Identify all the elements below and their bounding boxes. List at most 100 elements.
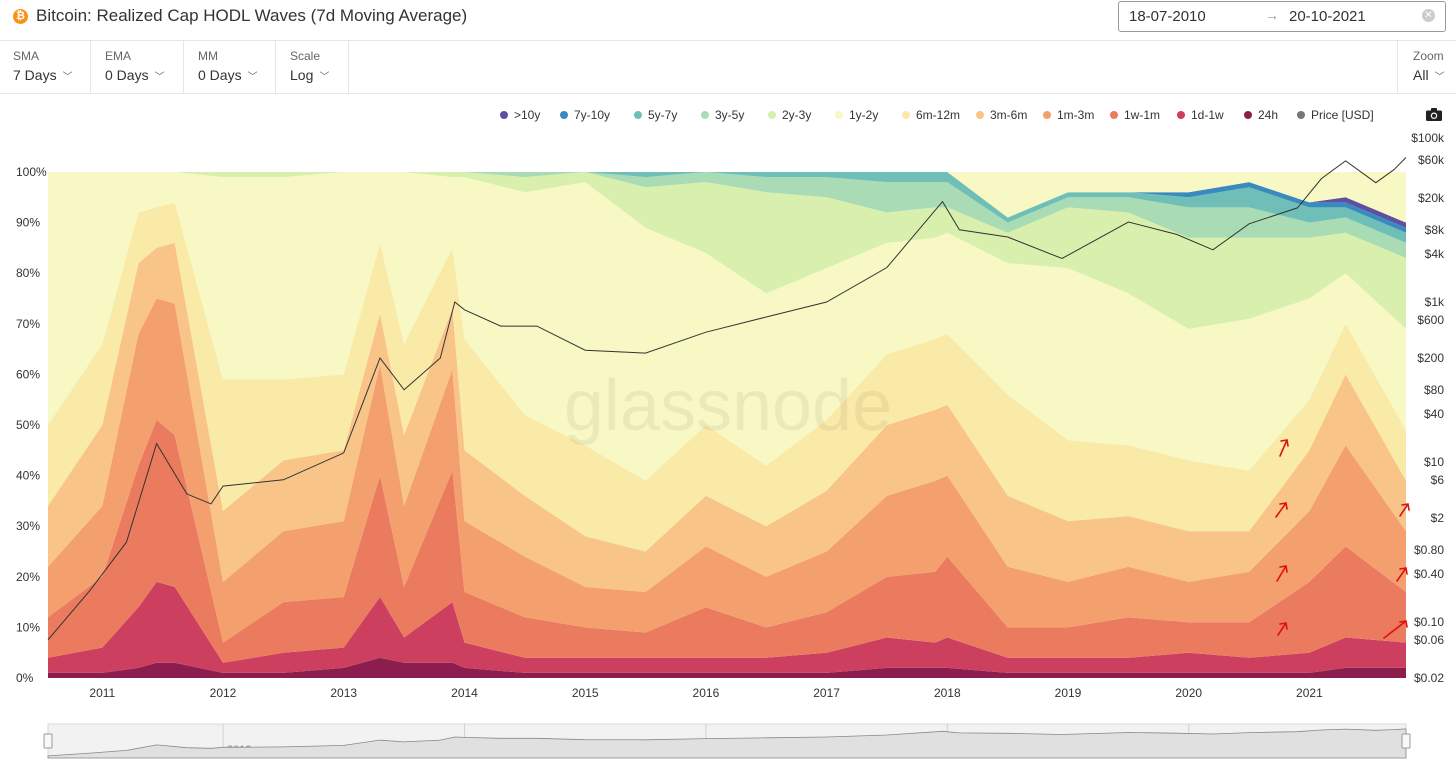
y-right-tick-label: $60k bbox=[1418, 153, 1445, 167]
y-left-tick-label: 10% bbox=[16, 620, 40, 634]
scale-select[interactable]: Scale Log ﹀ bbox=[277, 41, 349, 93]
legend-item[interactable]: 2y-3y bbox=[768, 108, 811, 122]
date-to-input[interactable]: 20-10-2021 bbox=[1289, 8, 1366, 25]
legend-dot-icon bbox=[835, 111, 843, 119]
legend-item[interactable]: 3m-6m bbox=[976, 108, 1027, 122]
y-left-tick-label: 60% bbox=[16, 367, 40, 381]
legend-item[interactable]: 1m-3m bbox=[1043, 108, 1094, 122]
red-arrow-icon bbox=[1396, 567, 1408, 582]
chevron-down-icon: ﹀ bbox=[247, 72, 258, 83]
legend-dot-icon bbox=[976, 111, 984, 119]
range-navigator[interactable]: 20122014201620182020 bbox=[0, 722, 1456, 765]
band-3m6m bbox=[48, 242, 1406, 593]
legend-dot-icon bbox=[1110, 111, 1118, 119]
sma-value: 7 Days bbox=[13, 67, 57, 83]
zoom-label: Zoom bbox=[1413, 49, 1444, 63]
chevron-down-icon: ﹀ bbox=[154, 72, 165, 83]
arrow-right-icon: → bbox=[1265, 7, 1279, 23]
ema-value: 0 Days bbox=[105, 67, 149, 83]
legend-item[interactable]: 1d-1w bbox=[1177, 108, 1224, 122]
x-tick-label: 2015 bbox=[572, 686, 599, 700]
y-right-tick-label: $4k bbox=[1425, 247, 1445, 261]
chevron-down-icon: ﹀ bbox=[319, 72, 330, 83]
sma-select[interactable]: SMA 7 Days ﹀ bbox=[0, 41, 91, 93]
legend-item[interactable]: 24h bbox=[1244, 108, 1278, 122]
price-line bbox=[47, 157, 1407, 641]
chevron-down-icon: ﹀ bbox=[1434, 72, 1445, 83]
y-right-tick-label: $0.80 bbox=[1414, 543, 1444, 557]
x-tick-label: 2020 bbox=[1175, 686, 1202, 700]
legend-label: 1y-2y bbox=[849, 108, 879, 122]
x-tick-label: 2012 bbox=[210, 686, 237, 700]
legend-dot-icon bbox=[560, 111, 568, 119]
camera-icon[interactable] bbox=[1426, 108, 1442, 121]
date-from-input[interactable]: 18-07-2010 bbox=[1129, 8, 1206, 25]
y-right-tick-label: $10 bbox=[1424, 455, 1444, 469]
x-tick-label: 2013 bbox=[330, 686, 357, 700]
legend-item[interactable]: 5y-7y bbox=[634, 108, 677, 122]
legend-label: 7y-10y bbox=[574, 108, 611, 122]
legend-dot-icon bbox=[500, 111, 508, 119]
legend-item[interactable]: 3y-5y bbox=[701, 108, 744, 122]
y-left-tick-label: 100% bbox=[16, 165, 47, 179]
sma-label: SMA bbox=[13, 49, 40, 63]
zoom-select[interactable]: Zoom All ﹀ bbox=[1397, 41, 1456, 93]
ema-select[interactable]: EMA 0 Days ﹀ bbox=[92, 41, 184, 93]
legend-label: 1w-1m bbox=[1124, 108, 1161, 122]
y-right-tick-label: $6 bbox=[1431, 473, 1445, 487]
legend-dot-icon bbox=[1177, 111, 1185, 119]
band-2y3y bbox=[48, 172, 1406, 329]
band-3y5y bbox=[48, 172, 1406, 258]
annotation-arrows bbox=[1275, 439, 1410, 639]
y-right-tick-label: $1k bbox=[1425, 295, 1445, 309]
hodl-waves-chart[interactable]: glassnode 0% 10% 20% 30% 40% 50% 60% 70% 80% 90% 10… bbox=[0, 130, 1456, 715]
area-bands bbox=[48, 172, 1406, 678]
bitcoin-icon: ₿ bbox=[13, 9, 28, 24]
y-right-tick-label: $40 bbox=[1424, 407, 1444, 421]
band-remainder bbox=[48, 172, 1406, 223]
navigator-handle[interactable] bbox=[43, 733, 53, 749]
legend-item[interactable]: 6m-12m bbox=[902, 108, 960, 122]
legend-item[interactable]: 1y-2y bbox=[835, 108, 878, 122]
y-right-tick-label: $8k bbox=[1425, 223, 1445, 237]
legend-label: 3y-5y bbox=[715, 108, 745, 122]
y-right-tick-label: $2 bbox=[1431, 511, 1445, 525]
y-right-tick-label: $0.10 bbox=[1414, 615, 1444, 629]
scale-value: Log bbox=[290, 67, 314, 83]
x-tick-label: 2018 bbox=[934, 686, 961, 700]
y-right-tick-label: $80 bbox=[1424, 383, 1444, 397]
y-left-tick-label: 30% bbox=[16, 519, 40, 533]
y-right-tick-label: $0.06 bbox=[1414, 633, 1444, 647]
legend-item[interactable]: Price [USD] bbox=[1297, 108, 1374, 122]
y-right-tick-label: $0.40 bbox=[1414, 567, 1444, 581]
red-arrow-icon bbox=[1399, 503, 1410, 517]
band-1d1w bbox=[48, 581, 1406, 673]
red-arrow-icon bbox=[1279, 439, 1289, 457]
legend-dot-icon bbox=[634, 111, 642, 119]
band-1y2y bbox=[48, 172, 1406, 481]
chevron-down-icon: ﹀ bbox=[62, 72, 73, 83]
navigator-series bbox=[47, 728, 1407, 759]
navigator-handle[interactable] bbox=[1401, 733, 1411, 749]
legend-label: 1m-3m bbox=[1057, 108, 1095, 122]
legend-dot-icon bbox=[768, 111, 776, 119]
red-arrow-icon bbox=[1277, 622, 1288, 636]
x-tick-label: 2016 bbox=[693, 686, 720, 700]
y-left-tick-label: 70% bbox=[16, 317, 40, 331]
legend-label: 5y-7y bbox=[648, 108, 678, 122]
legend-dot-icon bbox=[1297, 111, 1305, 119]
clear-icon[interactable]: ✕ bbox=[1422, 9, 1435, 22]
legend-dot-icon bbox=[1244, 111, 1252, 119]
band-1w1m bbox=[48, 419, 1406, 663]
y-right-tick-label: $20k bbox=[1418, 191, 1445, 205]
mm-value: 0 Days bbox=[198, 67, 242, 83]
legend-item[interactable]: 1w-1m bbox=[1110, 108, 1160, 122]
legend-item[interactable]: >10y bbox=[500, 108, 540, 122]
mm-select[interactable]: MM 0 Days ﹀ bbox=[185, 41, 276, 93]
date-range-picker[interactable]: 18-07-2010 → 20-10-2021 ✕ bbox=[1118, 1, 1446, 32]
legend-label: 3m-6m bbox=[990, 108, 1028, 122]
x-tick-label: 2021 bbox=[1296, 686, 1323, 700]
legend-label: 1d-1w bbox=[1191, 108, 1224, 122]
legend-item[interactable]: 7y-10y bbox=[560, 108, 610, 122]
legend-label: >10y bbox=[514, 108, 541, 122]
